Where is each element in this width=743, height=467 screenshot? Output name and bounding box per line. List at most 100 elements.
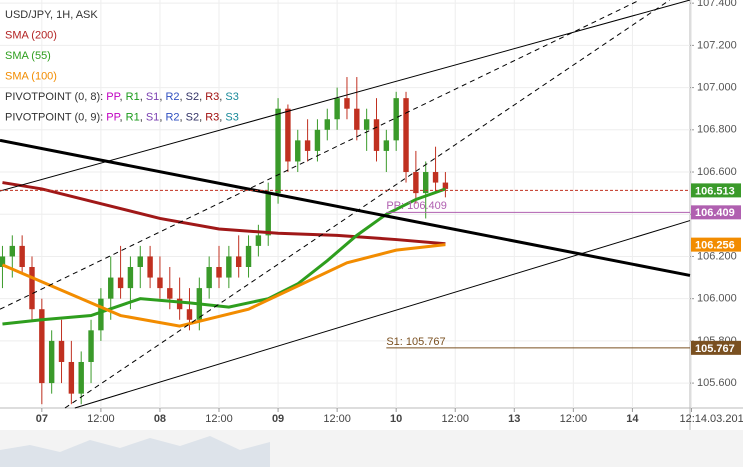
- pivot-legend-separator: ,: [159, 111, 165, 123]
- candle-body: [354, 108, 360, 130]
- price-badge-label: 106.513: [695, 185, 735, 197]
- x-tick-label: 12:00: [205, 413, 233, 425]
- pivot-legend-part: PP: [106, 91, 120, 103]
- pivot-legend-separator: ,: [180, 91, 186, 103]
- candle-body: [108, 277, 114, 299]
- candle-body: [423, 172, 429, 194]
- price-badge-label: 105.767: [695, 343, 735, 355]
- candle-body: [88, 330, 94, 362]
- candle-body: [147, 256, 153, 278]
- candle-body: [295, 140, 301, 162]
- pivot-legend-part: S3: [225, 111, 238, 123]
- pivot-legend-part: R2: [165, 111, 179, 123]
- y-tick-label: 106.000: [697, 293, 737, 305]
- candle-body: [363, 119, 370, 130]
- candle-body: [216, 267, 222, 278]
- candle-body: [285, 108, 291, 162]
- trend-line: [74, 220, 691, 409]
- candle-body: [393, 98, 399, 141]
- y-tick-label: 107.200: [697, 39, 737, 51]
- pivot-legend-prefix: PIVOTPOINT (0, 9):: [5, 111, 106, 123]
- y-tick-label: 106.600: [697, 166, 737, 178]
- candle-body: [373, 119, 380, 151]
- pivot-legend-separator: ,: [140, 91, 146, 103]
- x-tick-label: 07: [36, 413, 48, 425]
- pivot-legend-part: S1: [146, 91, 159, 103]
- x-tick-label: 12:00: [323, 413, 351, 425]
- pivot-legend-separator: ,: [180, 111, 186, 123]
- candle-body: [176, 298, 183, 310]
- pivot-legend-part: R1: [126, 91, 140, 103]
- x-tick-label: 10: [390, 413, 402, 425]
- candle-body: [0, 256, 6, 268]
- legend-entry: USD/JPY, 1H, ASK: [5, 9, 98, 21]
- pivot-label: S1: 105.767: [386, 336, 445, 348]
- candle-body: [334, 98, 340, 120]
- candle-body: [324, 119, 330, 130]
- x-tick-label: 08: [154, 413, 166, 425]
- candle-body: [245, 245, 252, 268]
- x-tick-label: 12:00: [560, 413, 588, 425]
- candle-body: [304, 140, 311, 151]
- candle-body: [167, 288, 173, 299]
- candle-body: [275, 108, 281, 194]
- price-badge: [691, 340, 741, 355]
- pivot-legend-part: R3: [205, 111, 219, 123]
- x-tick-label: 12:14.03.2018: [679, 413, 743, 425]
- pivot-legend-separator: ,: [120, 91, 126, 103]
- candle-body: [403, 98, 409, 173]
- pivot-legend-separator: ,: [120, 111, 126, 123]
- trend-line: [0, 0, 641, 310]
- legend-entry: SMA (200): [5, 29, 57, 41]
- x-tick-label: 13: [508, 413, 520, 425]
- y-tick-label: 107.000: [697, 82, 737, 94]
- candle-body: [137, 256, 143, 268]
- candle-body: [413, 172, 419, 194]
- candle-body: [265, 193, 271, 236]
- legend-entry: SMA (100): [5, 70, 57, 82]
- sma-line: [1, 243, 446, 328]
- candle-body: [19, 245, 25, 268]
- y-tick-label: 107.400: [697, 0, 737, 9]
- candle-body: [383, 140, 390, 151]
- candle-body: [344, 98, 350, 109]
- price-badge-label: 106.256: [695, 240, 735, 252]
- candle-body: [206, 267, 212, 289]
- candle-body: [157, 277, 163, 289]
- pivot-legend-part: R3: [205, 91, 219, 103]
- sma-line: [2, 181, 446, 246]
- pivot-label: PP: 106.409: [386, 200, 447, 212]
- y-tick-label: 105.600: [697, 377, 737, 389]
- price-badge: [691, 183, 741, 198]
- pivot-legend-part: S1: [146, 111, 159, 123]
- candle-body: [78, 361, 84, 394]
- candle-body: [98, 298, 104, 331]
- candle-body: [255, 235, 262, 246]
- pivot-legend-part: R2: [165, 91, 179, 103]
- candle-body: [314, 129, 321, 151]
- candle-body: [127, 267, 134, 289]
- pivot-legend-part: PP: [106, 111, 120, 123]
- x-tick-label: 12:00: [441, 413, 469, 425]
- y-tick-label: 106.200: [697, 250, 737, 262]
- candle-body: [9, 245, 16, 257]
- y-tick-label: 106.800: [697, 124, 737, 136]
- candle-body: [117, 277, 124, 289]
- candle-body: [39, 309, 45, 384]
- legend-entry: SMA (55): [5, 50, 51, 62]
- pivot-legend-part: S2: [186, 111, 199, 123]
- candle-body: [432, 172, 439, 183]
- trend-line: [0, 138, 691, 277]
- pivot-legend-separator: ,: [159, 91, 165, 103]
- pivot-legend: PIVOTPOINT (0, 9): PP, R1, S1, R2, S2, R…: [5, 111, 239, 123]
- candle-body: [68, 361, 75, 394]
- candle-body: [235, 256, 242, 268]
- navigator-area: [0, 436, 270, 467]
- pivot-legend-separator: ,: [219, 91, 225, 103]
- x-tick-label: 12:00: [87, 413, 115, 425]
- candle-body: [226, 256, 232, 278]
- trend-line: [0, 0, 691, 192]
- x-tick-label: 14: [626, 413, 639, 425]
